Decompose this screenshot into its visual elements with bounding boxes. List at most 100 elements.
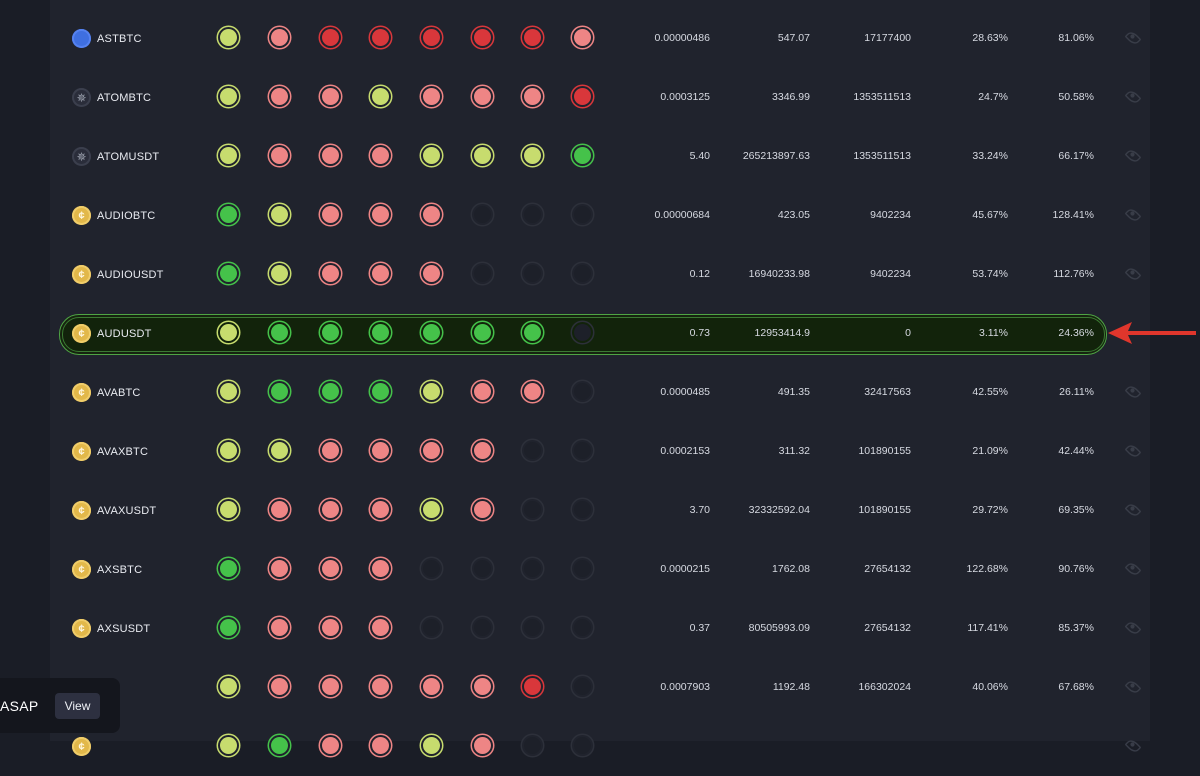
signal-dot-dark xyxy=(524,265,541,282)
symbol-cell: ¢ AXSUSDT xyxy=(72,599,150,658)
pct2-value: 128.41% xyxy=(1052,209,1094,221)
table-row[interactable]: ¢BTC0.00079031192.4816630202440.06%67.68… xyxy=(50,658,1150,717)
signal-dot-red xyxy=(423,29,440,46)
table-row[interactable]: ASTBTC 0.00000486 547.07 17177400 28.63% 81.0… xyxy=(50,9,1150,68)
price-value: 0.00000486 xyxy=(654,32,710,44)
supply-value: 101890155 xyxy=(858,504,911,516)
signal-dot-dark xyxy=(524,560,541,577)
signal-dot-dark xyxy=(574,560,591,577)
price-value: 0.12 xyxy=(689,268,710,280)
signal-dot-yellow xyxy=(220,147,237,164)
signal-dot-green xyxy=(271,324,288,341)
signal-dot-pink xyxy=(322,265,339,282)
signal-dot-pink xyxy=(574,29,591,46)
signal-dot-pink xyxy=(372,206,389,223)
pct1-value: 42.55% xyxy=(972,386,1008,398)
signal-dot-yellow xyxy=(524,147,541,164)
eye-icon[interactable] xyxy=(1124,737,1142,755)
eye-icon[interactable] xyxy=(1124,88,1142,106)
signal-dot-pink xyxy=(322,737,339,754)
signal-dot-pink xyxy=(372,501,389,518)
symbol-label: AVAXUSDT xyxy=(97,504,157,517)
gold-coin-icon: ¢ xyxy=(72,501,91,520)
signal-dot-pink xyxy=(271,560,288,577)
table-row[interactable]: ¢ AVABTC 0.0000485 491.35 32417563 42.55% 26.1… xyxy=(50,363,1150,422)
price-value: 0.00000684 xyxy=(654,209,710,221)
pct2-value: 66.17% xyxy=(1058,150,1094,162)
pct1-value: 28.63% xyxy=(972,32,1008,44)
pct2-value: 69.35% xyxy=(1058,504,1094,516)
supply-value: 27654132 xyxy=(864,563,911,575)
symbol-cell: ¢ AVAXUSDT xyxy=(72,481,156,540)
table-row[interactable]: ¢ AUDUSDT 0.73 12953414.9 0 3.11% 24.36% xyxy=(50,304,1150,363)
signal-dot-pink xyxy=(474,501,491,518)
signal-dot-dark xyxy=(574,383,591,400)
pct1-value: 3.11% xyxy=(979,327,1008,339)
pct2-value: 67.68% xyxy=(1058,681,1094,693)
eye-icon[interactable] xyxy=(1124,501,1142,519)
signal-dot-dark xyxy=(524,442,541,459)
signal-dot-pink xyxy=(372,619,389,636)
table-row[interactable]: ¢ AVAXBTC 0.0002153 311.32 101890155 21.09% 42… xyxy=(50,422,1150,481)
signal-dot-dark xyxy=(474,619,491,636)
signal-dot-pink xyxy=(372,737,389,754)
signal-dot-yellow xyxy=(271,206,288,223)
eye-icon[interactable] xyxy=(1124,383,1142,401)
signal-dot-pink xyxy=(322,206,339,223)
table-row[interactable]: ¢ AUDIOUSDT 0.12 16940233.98 9402234 53.74% 11… xyxy=(50,245,1150,304)
eye-icon[interactable] xyxy=(1124,29,1142,47)
table-row[interactable]: ¢ xyxy=(50,717,1150,776)
symbol-label: ATOMBTC xyxy=(97,91,152,104)
signal-dot-pink xyxy=(271,29,288,46)
symbol-cell: ¢ AVABTC xyxy=(72,363,141,422)
gold-coin-icon: ¢ xyxy=(72,324,91,343)
eye-icon[interactable] xyxy=(1124,442,1142,460)
eye-icon[interactable] xyxy=(1124,619,1142,637)
signal-dot-yellow xyxy=(220,29,237,46)
signal-dot-dark xyxy=(524,206,541,223)
signal-dot-pink xyxy=(423,88,440,105)
gold-coin-icon: ¢ xyxy=(72,619,91,638)
signal-dot-pink xyxy=(372,560,389,577)
table-row[interactable]: ✵ ATOMUSDT 5.40 265213897.63 1353511513 33.24… xyxy=(50,127,1150,186)
signal-dot-pink xyxy=(271,88,288,105)
signal-dot-yellow xyxy=(220,324,237,341)
eye-icon[interactable] xyxy=(1124,265,1142,283)
pct1-value: 53.74% xyxy=(972,268,1008,280)
volume-value: 1762.08 xyxy=(772,563,810,575)
signal-dot-dark xyxy=(524,619,541,636)
blue-coin-icon xyxy=(72,29,91,48)
eye-icon[interactable] xyxy=(1124,560,1142,578)
eye-icon[interactable] xyxy=(1124,678,1142,696)
supply-value: 101890155 xyxy=(858,445,911,457)
table-row[interactable]: ¢ AVAXUSDT 3.70 32332592.04 101890155 29.72% 6… xyxy=(50,481,1150,540)
signal-dot-dark xyxy=(574,206,591,223)
volume-value: 3346.99 xyxy=(772,91,810,103)
signal-dot-pink xyxy=(271,501,288,518)
supply-value: 9402234 xyxy=(870,209,911,221)
signal-dot-pink xyxy=(423,678,440,695)
table-row[interactable]: ✵ ATOMBTC 0.0003125 3346.99 1353511513 24.7% 5… xyxy=(50,68,1150,127)
volume-value: 491.35 xyxy=(777,386,810,398)
pct2-value: 81.06% xyxy=(1058,32,1094,44)
supply-value: 27654132 xyxy=(864,622,911,634)
signal-dot-yellow xyxy=(423,501,440,518)
gold-coin-icon: ¢ xyxy=(72,442,91,461)
signal-dot-green xyxy=(220,619,237,636)
signal-dot-pink xyxy=(271,147,288,164)
view-button[interactable]: View xyxy=(54,692,101,719)
eye-icon[interactable] xyxy=(1124,206,1142,224)
pct2-value: 112.76% xyxy=(1053,268,1094,280)
signal-dot-green xyxy=(524,324,541,341)
eye-icon[interactable] xyxy=(1124,147,1142,165)
pct1-value: 24.7% xyxy=(978,91,1008,103)
symbol-cell: ¢ AUDIOBTC xyxy=(72,186,155,245)
table-row[interactable]: ¢ AUDIOBTC 0.00000684 423.05 9402234 45.67% 12… xyxy=(50,186,1150,245)
signal-dot-dark xyxy=(574,501,591,518)
symbol-cell: ¢ AUDUSDT xyxy=(72,304,152,363)
signal-dot-green xyxy=(271,383,288,400)
signal-dot-pink xyxy=(372,265,389,282)
table-row[interactable]: ¢ AXSBTC 0.0000215 1762.08 27654132 122.68% 90… xyxy=(50,540,1150,599)
table-row[interactable]: ¢ AXSUSDT 0.37 80505993.09 27654132 117.41% 85… xyxy=(50,599,1150,658)
symbol-label: AUDIOUSDT xyxy=(97,268,164,281)
